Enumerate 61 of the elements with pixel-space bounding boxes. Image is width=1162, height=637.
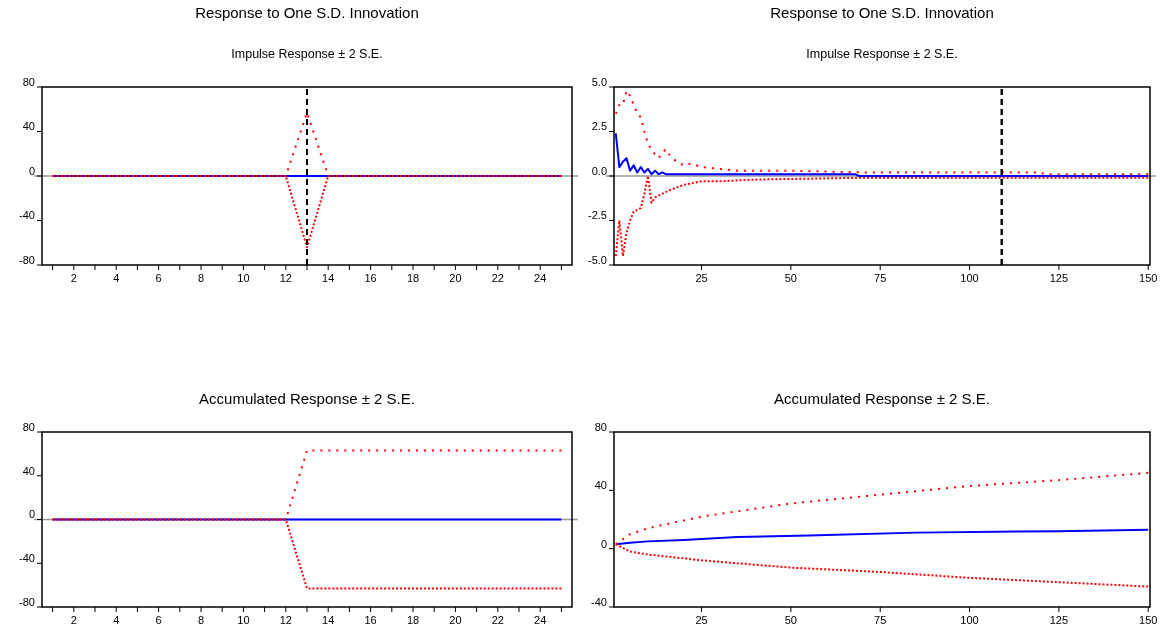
y-tick-label: -40 bbox=[19, 209, 35, 222]
chart-title: Accumulated Response ± 2 S.E. bbox=[774, 390, 990, 407]
y-tick-label: 80 bbox=[22, 420, 35, 433]
x-tick-label: 16 bbox=[364, 614, 377, 626]
x-tick-label: 16 bbox=[364, 272, 377, 284]
x-tick-label: 150 bbox=[1139, 272, 1158, 284]
x-tick-label: 14 bbox=[322, 614, 335, 626]
x-tick-label: 4 bbox=[113, 272, 120, 284]
x-tick-label: 8 bbox=[197, 614, 205, 626]
chart-title: Response to One S.D. Innovation bbox=[195, 4, 419, 21]
x-tick-label: 24 bbox=[534, 614, 547, 626]
x-tick-label: 12 bbox=[279, 614, 292, 626]
y-tick-label: -80 bbox=[19, 253, 35, 266]
chart-title: Accumulated Response ± 2 S.E. bbox=[199, 390, 415, 407]
y-tick-label: 0 bbox=[28, 508, 35, 521]
x-tick-label: 14 bbox=[322, 272, 335, 284]
x-tick-label: 100 bbox=[960, 272, 979, 284]
y-tick-label: 2.5 bbox=[591, 120, 607, 133]
x-tick-label: 10 bbox=[237, 272, 250, 284]
y-tick-label: 80 bbox=[22, 75, 35, 88]
x-tick-label: 2 bbox=[70, 614, 77, 626]
x-tick-label: 10 bbox=[237, 614, 250, 626]
x-tick-label: 18 bbox=[406, 272, 420, 284]
x-tick-label: 8 bbox=[197, 272, 205, 284]
y-tick-label: 40 bbox=[22, 120, 35, 133]
chart-title: Response to One S.D. Innovation bbox=[770, 4, 994, 21]
x-tick-label: 50 bbox=[784, 272, 798, 284]
y-tick-label: -40 bbox=[19, 552, 35, 565]
x-tick-label: 6 bbox=[155, 614, 162, 626]
x-tick-label: 12 bbox=[279, 272, 292, 284]
x-tick-label: 25 bbox=[695, 614, 708, 626]
x-tick-label: 150 bbox=[1139, 614, 1158, 626]
x-tick-label: 20 bbox=[449, 614, 462, 626]
x-tick-label: 22 bbox=[491, 614, 504, 626]
x-tick-label: 6 bbox=[155, 272, 162, 284]
x-tick-label: 25 bbox=[695, 272, 708, 284]
y-tick-label: 80 bbox=[594, 420, 607, 433]
x-tick-label: 125 bbox=[1049, 614, 1069, 626]
x-tick-label: 4 bbox=[113, 614, 120, 626]
y-tick-label: 40 bbox=[22, 464, 35, 477]
y-tick-label: 40 bbox=[594, 479, 607, 492]
chart-subtitle: Impulse Response ± 2 S.E. bbox=[806, 47, 958, 61]
x-tick-label: 50 bbox=[784, 614, 798, 626]
y-tick-label: -2.5 bbox=[588, 209, 607, 222]
x-tick-label: 2 bbox=[70, 272, 77, 284]
y-tick-label: -5.0 bbox=[588, 253, 607, 266]
x-tick-label: 75 bbox=[874, 272, 887, 284]
x-tick-label: 75 bbox=[874, 614, 887, 626]
y-tick-label: 0 bbox=[600, 537, 607, 550]
x-tick-label: 24 bbox=[534, 272, 547, 284]
y-tick-label: 5.0 bbox=[591, 75, 607, 88]
chart-subtitle: Impulse Response ± 2 S.E. bbox=[231, 47, 383, 61]
y-tick-label: 0.0 bbox=[591, 164, 607, 177]
x-tick-label: 22 bbox=[491, 272, 504, 284]
x-tick-label: 20 bbox=[449, 272, 462, 284]
x-tick-label: 100 bbox=[960, 614, 979, 626]
y-tick-label: -40 bbox=[591, 595, 607, 608]
x-tick-label: 18 bbox=[406, 614, 420, 626]
y-tick-label: -80 bbox=[19, 595, 35, 608]
x-tick-label: 125 bbox=[1049, 272, 1069, 284]
y-tick-label: 0 bbox=[28, 164, 35, 177]
